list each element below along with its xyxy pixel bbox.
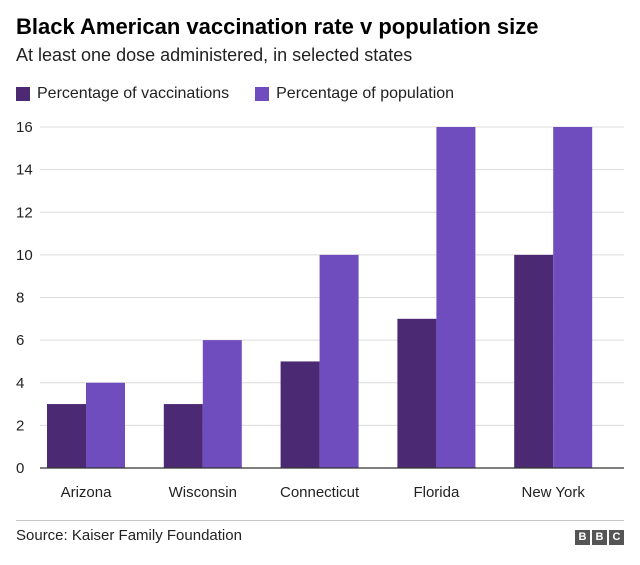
bar-population bbox=[319, 254, 359, 468]
bar-population bbox=[202, 340, 242, 468]
y-tick-label: 2 bbox=[16, 417, 24, 434]
bbc-logo-letter: B bbox=[575, 530, 590, 545]
bar-chart: 0 2 4 6 8 10 12 14 16 Arizona Wisconsin Connecticut… bbox=[16, 119, 624, 501]
bbc-logo-letter: B bbox=[592, 530, 607, 545]
x-tick-label: New York bbox=[522, 484, 586, 501]
y-tick-label: 4 bbox=[16, 375, 24, 392]
legend-item-population: Percentage of population bbox=[255, 85, 454, 103]
chart-subtitle: At least one dose administered, in selec… bbox=[16, 45, 413, 65]
x-tick-label: Arizona bbox=[61, 484, 113, 501]
y-tick-label: 0 bbox=[16, 460, 24, 477]
y-tick-label: 8 bbox=[16, 290, 24, 307]
source-note: Source: Kaiser Family Foundation bbox=[16, 527, 242, 544]
bar-population bbox=[86, 382, 125, 468]
y-tick-label: 14 bbox=[16, 162, 33, 179]
y-tick-label: 12 bbox=[16, 204, 33, 221]
bar-vaccinations bbox=[280, 361, 320, 468]
bar-population bbox=[553, 127, 593, 468]
bar-vaccinations bbox=[47, 404, 86, 468]
legend-label-vaccinations: Percentage of vaccinations bbox=[37, 85, 230, 102]
bbc-logo: B B C bbox=[573, 530, 624, 545]
y-tick-label: 6 bbox=[16, 332, 24, 349]
legend-label-population: Percentage of population bbox=[276, 85, 455, 102]
x-tick-label: Florida bbox=[413, 484, 460, 501]
x-tick-label: Wisconsin bbox=[169, 484, 237, 501]
bbc-logo-letter: C bbox=[609, 530, 624, 545]
chart-title: Black American vaccination rate v popula… bbox=[16, 14, 539, 39]
legend-swatch-vaccinations bbox=[16, 87, 30, 101]
footer-divider bbox=[16, 520, 624, 521]
legend-item-vaccinations: Percentage of vaccinations bbox=[16, 85, 229, 103]
legend-swatch-population bbox=[255, 87, 270, 101]
y-tick-label: 10 bbox=[16, 247, 33, 264]
bar-population bbox=[436, 127, 476, 468]
y-tick-label: 16 bbox=[16, 119, 33, 136]
bar-vaccinations bbox=[514, 254, 554, 468]
x-tick-label: Connecticut bbox=[280, 484, 360, 501]
chart-legend: Percentage of vaccinations Percentage of… bbox=[16, 85, 480, 103]
bar-vaccinations bbox=[397, 318, 437, 468]
bar-vaccinations bbox=[163, 404, 203, 468]
